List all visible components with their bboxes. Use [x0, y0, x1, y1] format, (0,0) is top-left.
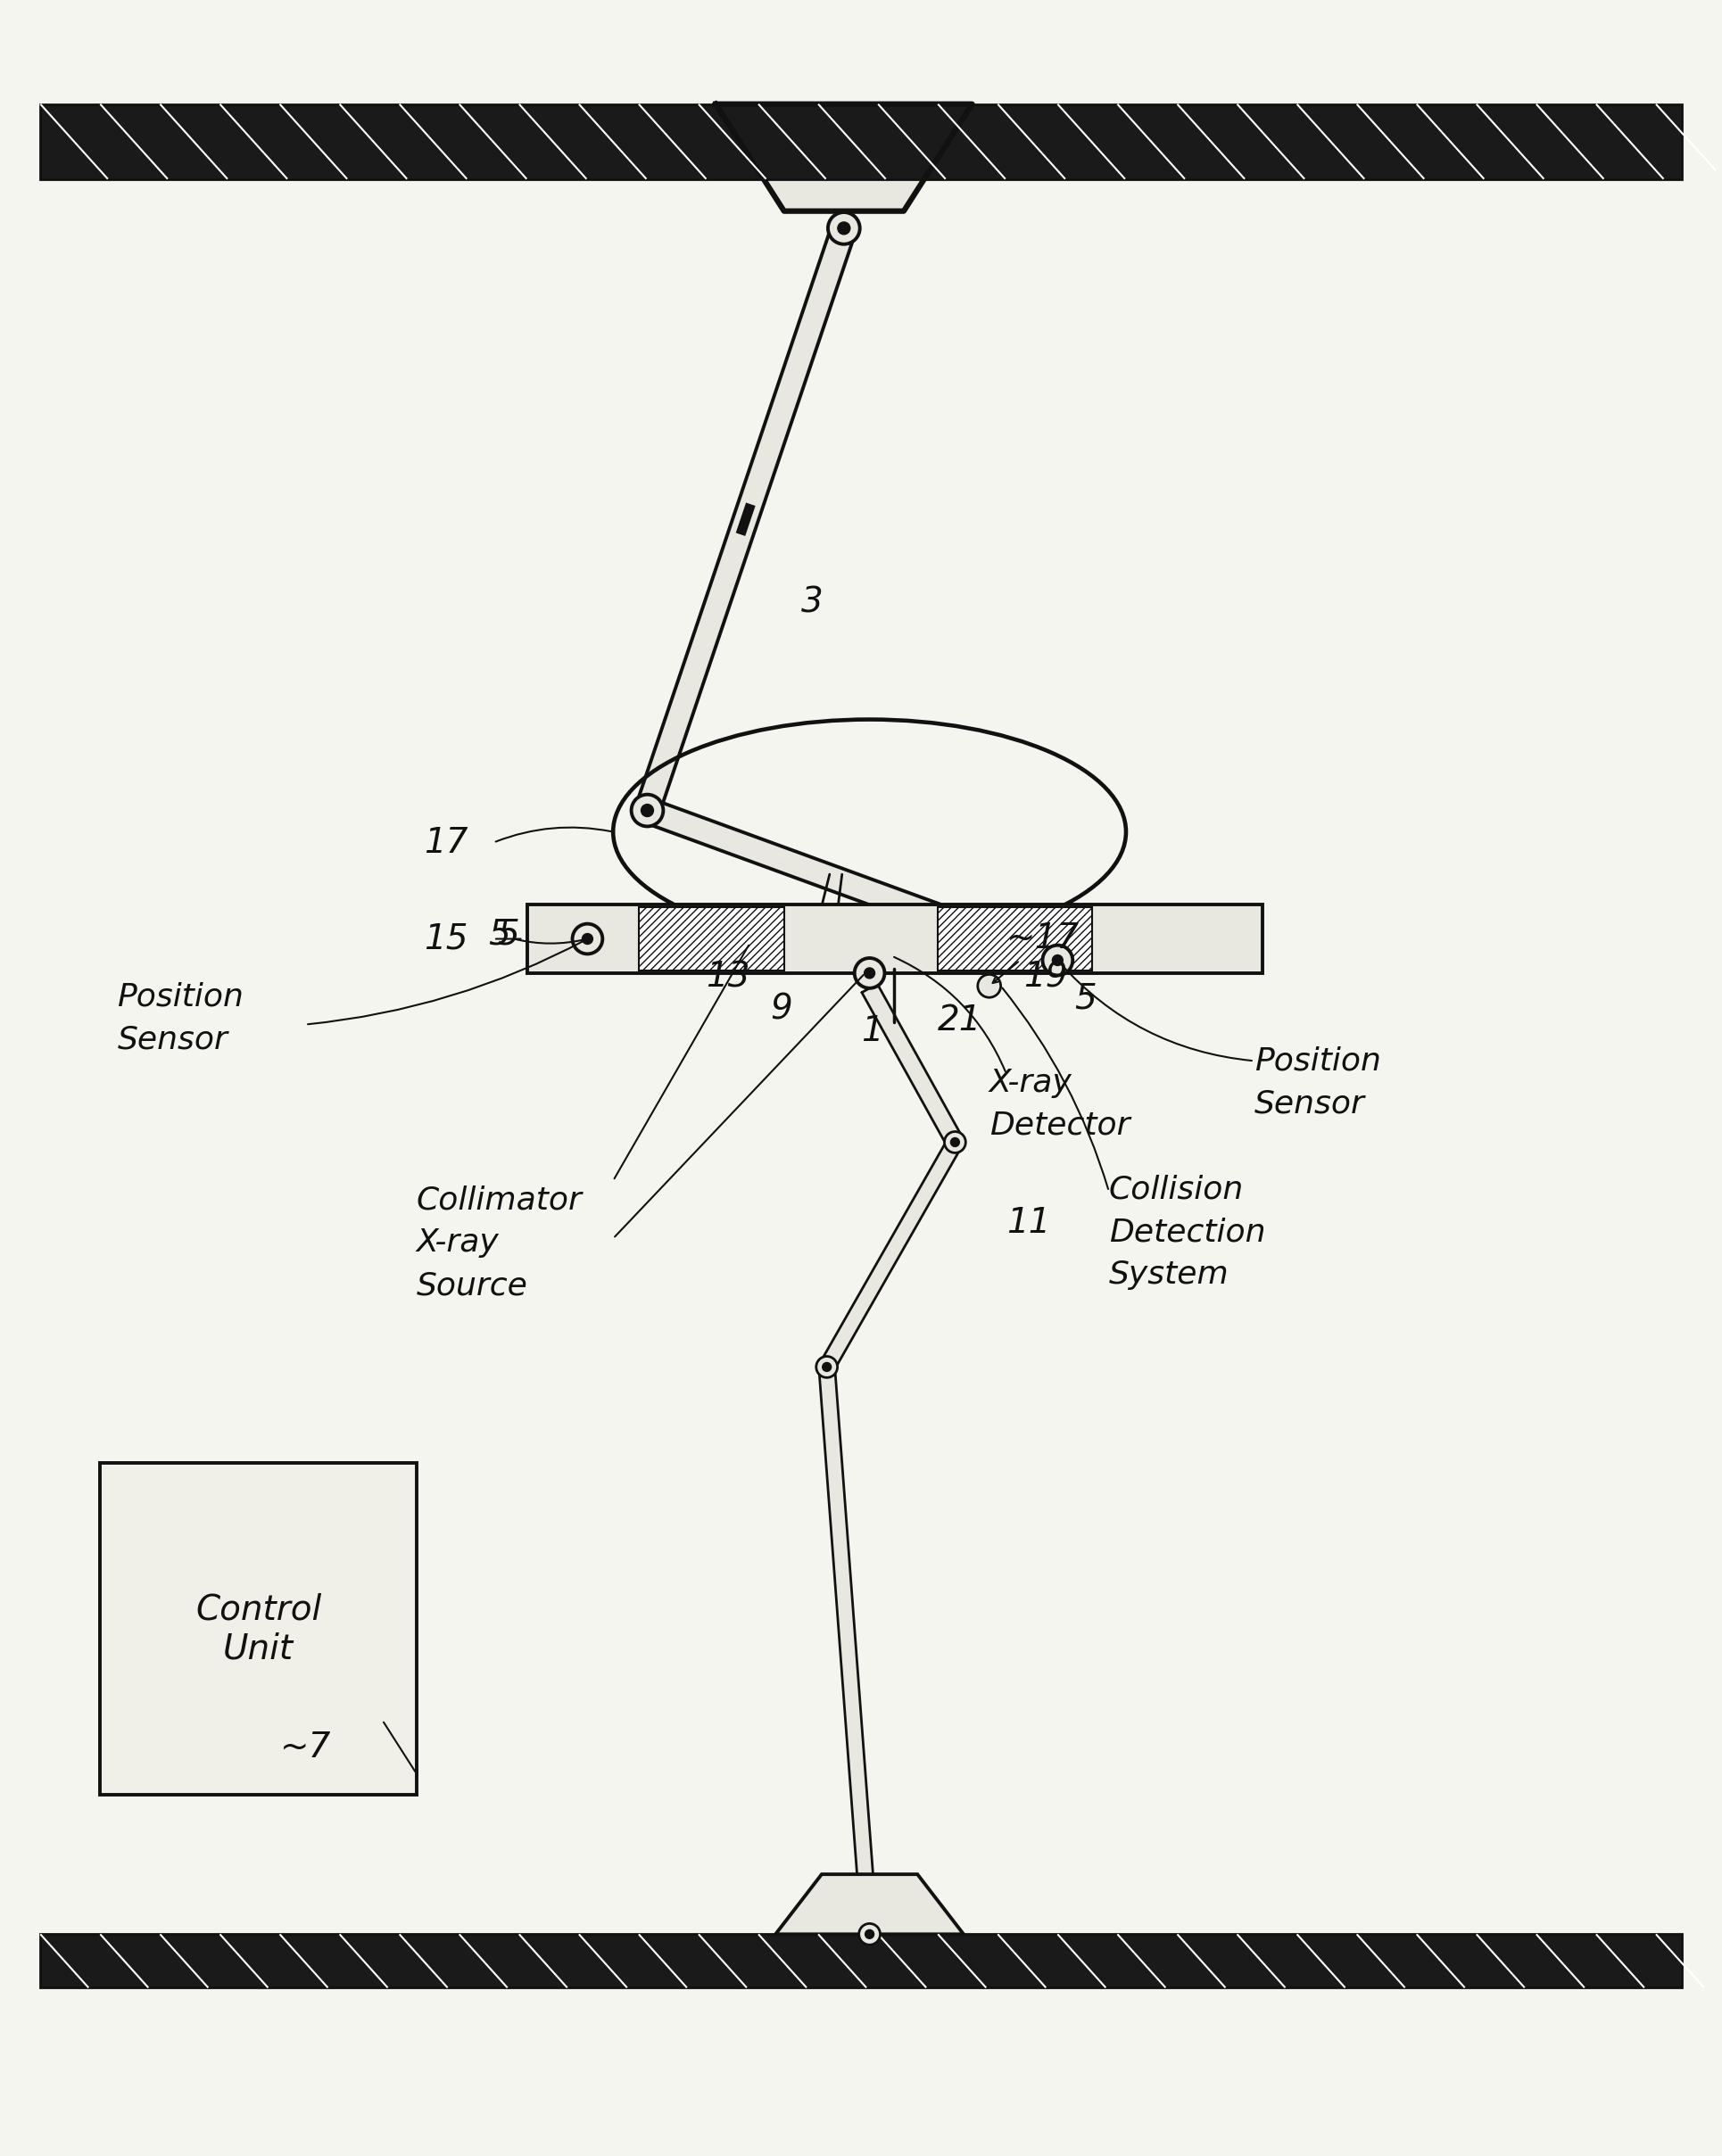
Bar [527, 906, 1262, 972]
Text: 3: 3 [801, 586, 823, 619]
Circle shape [823, 1363, 832, 1371]
Text: 11: 11 [1006, 1207, 1050, 1240]
Circle shape [572, 923, 603, 953]
Text: 5: 5 [489, 918, 585, 951]
Circle shape [854, 957, 885, 987]
Text: 9: 9 [770, 992, 792, 1026]
Text: 21: 21 [938, 1003, 982, 1037]
Bar [100, 1464, 417, 1796]
Text: ~17: ~17 [1006, 923, 1080, 955]
Circle shape [978, 975, 1000, 998]
Text: ~7: ~7 [279, 1731, 331, 1766]
Polygon shape [642, 798, 1062, 972]
Text: X-ray: X-ray [417, 1227, 499, 1259]
Text: Collimator: Collimator [417, 1186, 582, 1216]
Text: Position: Position [117, 981, 245, 1011]
Text: Position: Position [1254, 1046, 1381, 1076]
Polygon shape [820, 1367, 878, 1934]
Circle shape [1052, 955, 1062, 966]
Circle shape [864, 968, 875, 979]
Text: Control
Unit: Control Unit [195, 1593, 322, 1667]
Text: Source: Source [417, 1270, 529, 1300]
Text: Detector: Detector [988, 1110, 1130, 1141]
Circle shape [859, 1923, 880, 1945]
Text: 5: 5 [498, 918, 518, 951]
Text: 15: 15 [424, 923, 468, 955]
Polygon shape [635, 224, 856, 815]
Text: 19: 19 [1023, 959, 1068, 994]
Circle shape [632, 796, 663, 826]
Circle shape [837, 222, 851, 235]
Circle shape [641, 804, 654, 817]
Circle shape [816, 1356, 837, 1378]
Circle shape [951, 1138, 959, 1147]
Text: 13: 13 [706, 959, 749, 994]
Text: 17: 17 [424, 826, 468, 860]
Bar [40, 103, 1682, 179]
Bar [938, 908, 1092, 970]
Text: 5: 5 [1075, 981, 1097, 1015]
Polygon shape [861, 983, 963, 1147]
Polygon shape [716, 103, 973, 211]
Text: 1: 1 [861, 1013, 883, 1048]
Bar [639, 908, 784, 970]
Polygon shape [775, 1874, 964, 1934]
Text: X-ray: X-ray [988, 1067, 1073, 1097]
Text: System: System [1109, 1259, 1230, 1289]
Circle shape [864, 1930, 875, 1938]
Circle shape [944, 1132, 966, 1153]
Circle shape [1042, 944, 1073, 975]
Polygon shape [820, 1138, 963, 1371]
Circle shape [828, 211, 859, 244]
Text: Sensor: Sensor [117, 1024, 227, 1054]
Text: Collision: Collision [1109, 1175, 1243, 1205]
Polygon shape [587, 929, 1057, 968]
Text: Detection: Detection [1109, 1218, 1266, 1248]
Bar [40, 1934, 1682, 1988]
Text: Sensor: Sensor [1254, 1089, 1366, 1119]
Circle shape [582, 934, 592, 944]
